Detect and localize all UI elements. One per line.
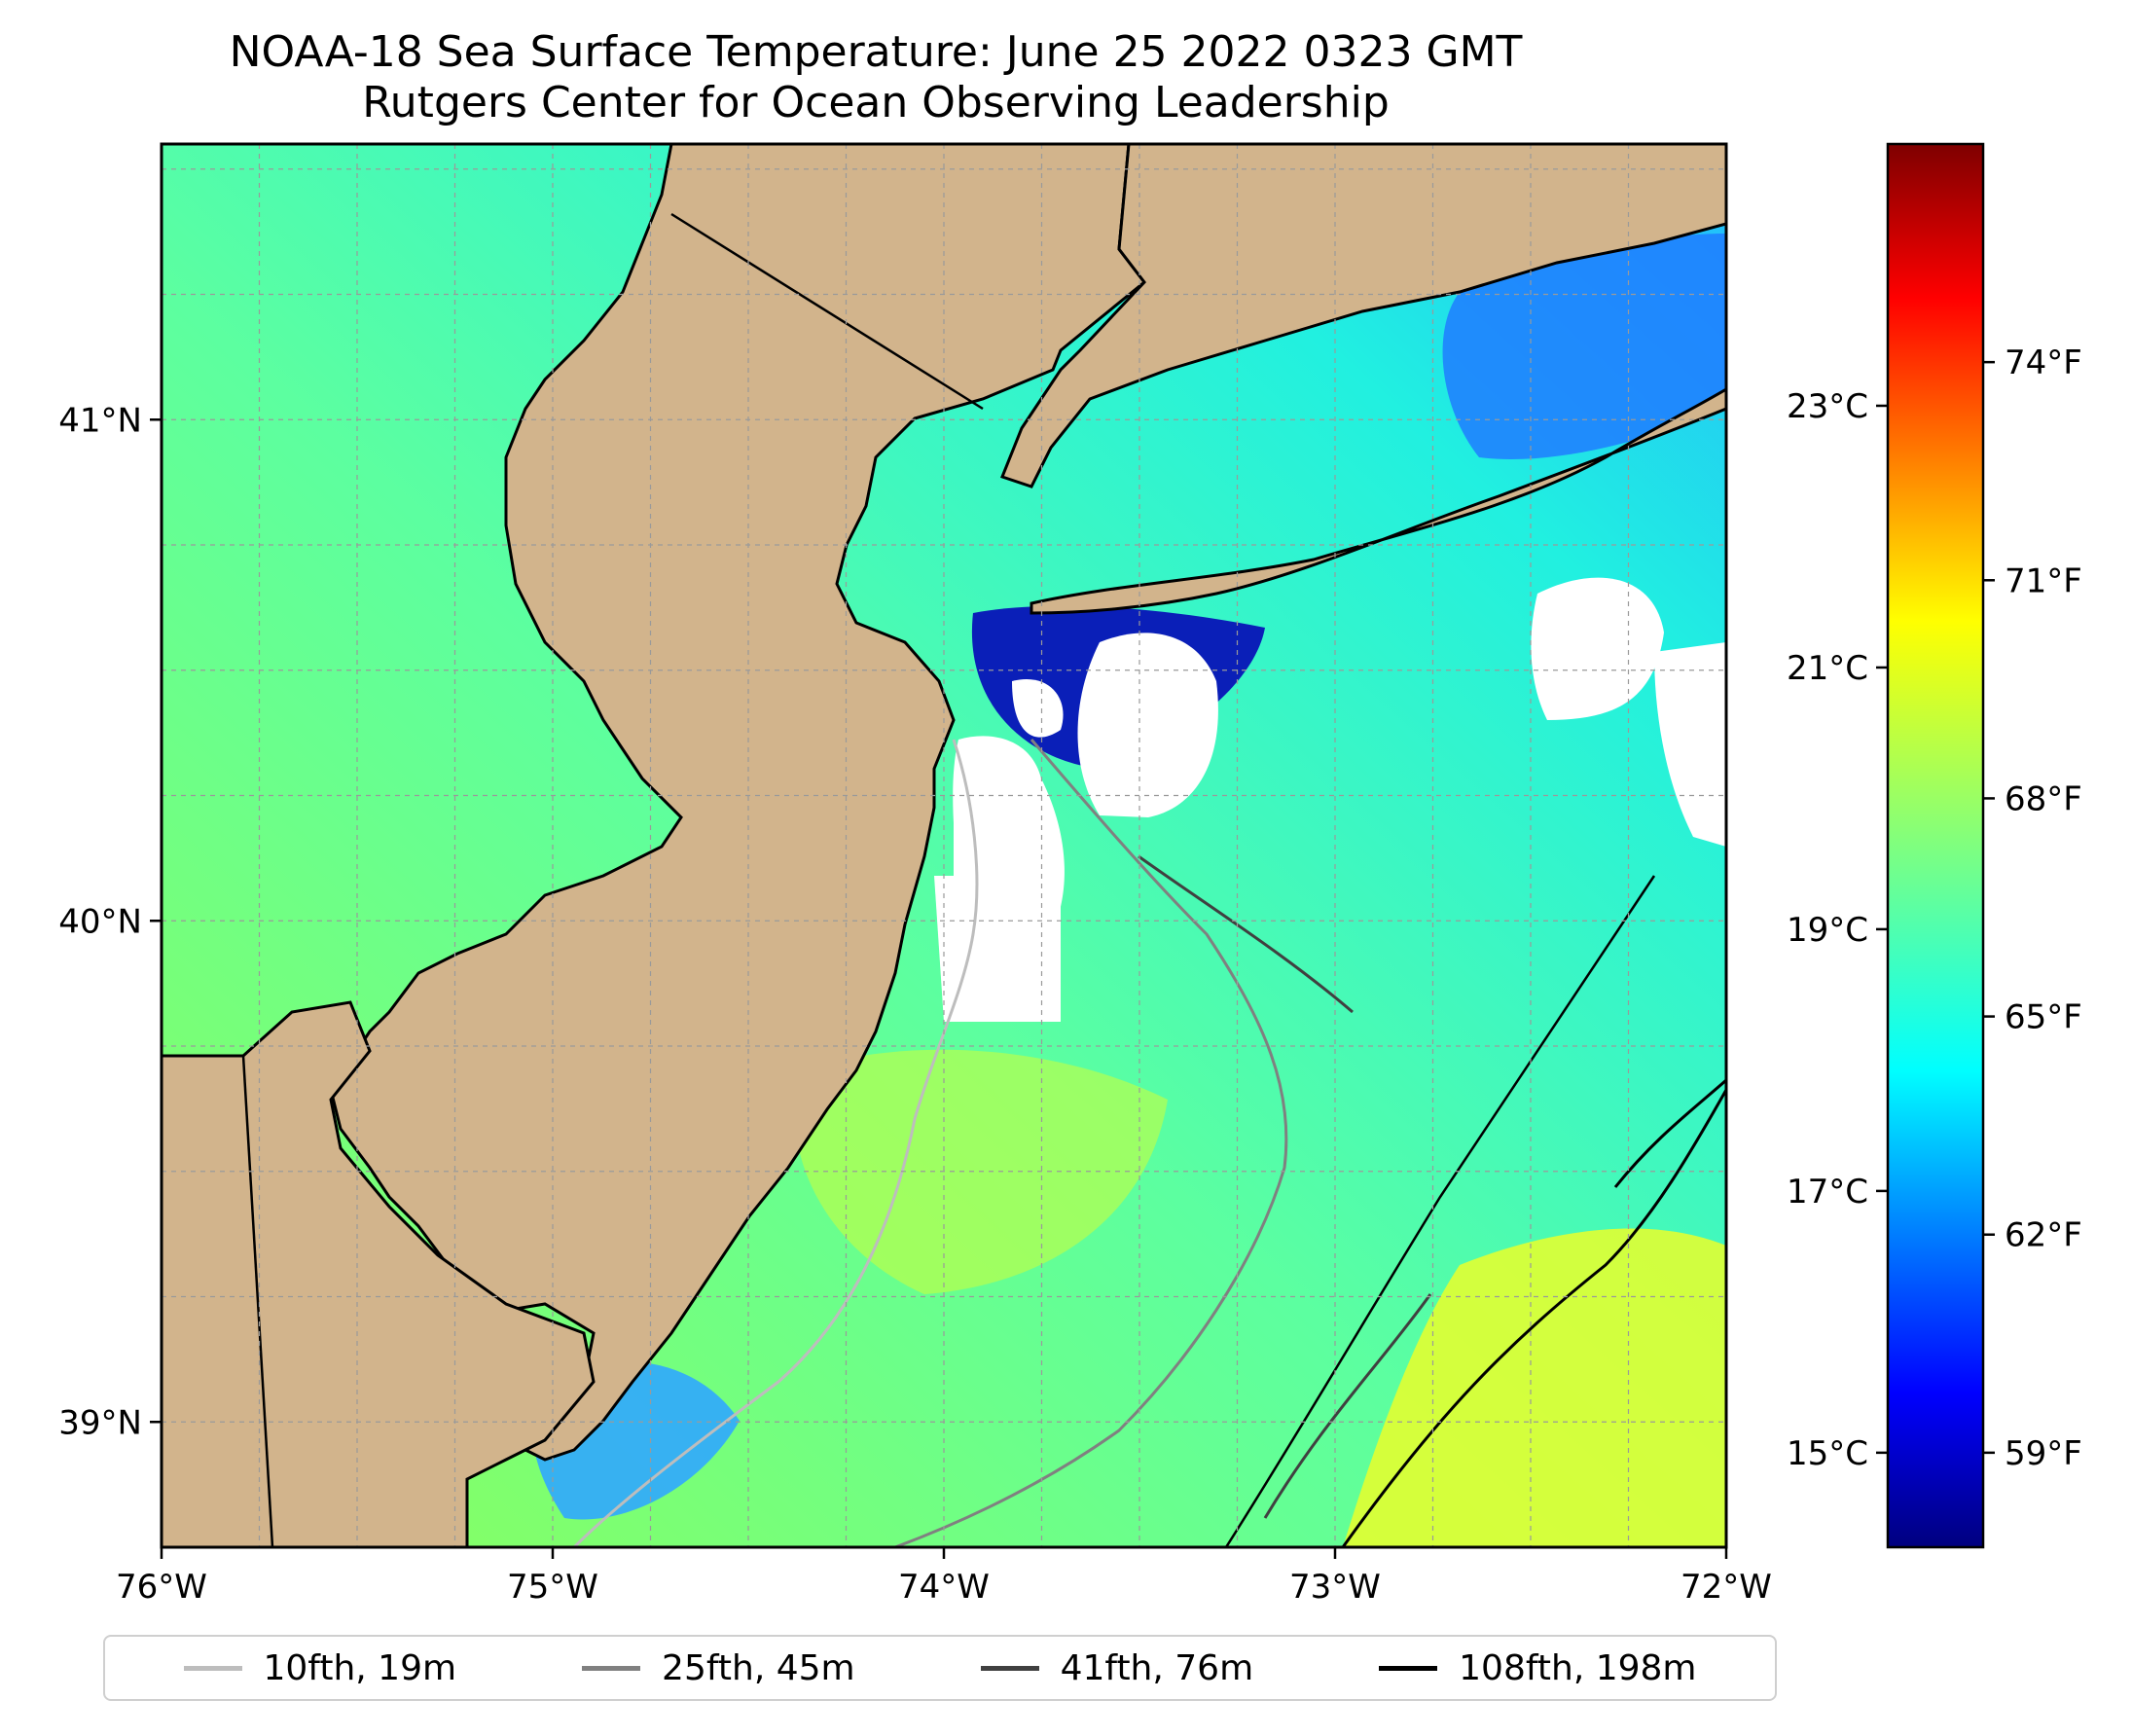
celsius-tick-label: 21°C [1787, 649, 1868, 688]
no-data-region [934, 876, 1061, 1022]
celsius-tick-label: 15°C [1787, 1434, 1868, 1473]
legend-label: 108fth, 198m [1459, 1647, 1697, 1688]
legend-line-swatch [183, 1665, 242, 1671]
legend-line-swatch [980, 1665, 1039, 1671]
contour-25fth [894, 739, 1288, 1547]
fahrenheit-tick-label: 65°F [2005, 998, 2082, 1037]
lon-tick-label: 76°W [116, 1568, 207, 1607]
state-boundary [241, 1055, 274, 1547]
fahrenheit-tick-label: 71°F [2005, 561, 2082, 600]
land-delmarva [162, 1000, 596, 1547]
colorbar-celsius-axis: 23°C 21°C 19°C 17°C 15°C [1787, 387, 1888, 1473]
celsius-tick-label: 23°C [1787, 387, 1868, 426]
contour-41fth [1138, 854, 1432, 1519]
contour-108fth [1341, 1078, 1726, 1547]
legend-label: 25fth, 45m [662, 1647, 855, 1688]
legend-entry: 108fth, 198m [1379, 1647, 1697, 1688]
fahrenheit-tick-label: 68°F [2005, 779, 2082, 818]
lon-tick-label: 74°W [898, 1568, 990, 1607]
colorbar [1886, 142, 1985, 1549]
lon-tick-label: 75°W [507, 1568, 598, 1607]
no-data-region [1531, 577, 1664, 720]
legend-label: 10fth, 19m [263, 1647, 457, 1688]
lon-tick-label: 72°W [1680, 1568, 1772, 1607]
warm-water-patch [794, 1049, 1168, 1294]
lon-tick-label: 73°W [1289, 1568, 1381, 1607]
land-connecticut [1000, 144, 1726, 488]
cool-water-patch [1442, 234, 1726, 459]
contour-legend: 10fth, 19m 25fth, 45m 41fth, 76m 108fth, 19… [103, 1635, 1777, 1701]
warm-water-patch [1343, 1228, 1726, 1547]
contour-108fth [1224, 875, 1656, 1547]
legend-entry: 25fth, 45m [582, 1648, 855, 1688]
celsius-tick-label: 17°C [1787, 1173, 1868, 1212]
colorbar-fahrenheit-axis: 74°F 71°F 68°F 65°F 62°F 59°F [1983, 344, 2082, 1473]
map-title: NOAA-18 Sea Surface Temperature: June 25… [229, 27, 1523, 77]
fahrenheit-tick-label: 74°F [2005, 344, 2082, 382]
legend-entry: 41fth, 76m [980, 1647, 1254, 1688]
state-boundary [670, 144, 1131, 411]
fahrenheit-tick-label: 59°F [2005, 1434, 2082, 1473]
map-canvas [162, 144, 1726, 1547]
legend-line-swatch [1379, 1665, 1438, 1671]
contour-10fth [572, 739, 979, 1547]
lat-tick-label: 39°N [58, 1403, 142, 1442]
fahrenheit-tick-label: 62°F [2005, 1216, 2082, 1255]
no-data-region [1012, 679, 1064, 738]
legend-entry: 10fth, 19m [183, 1647, 457, 1688]
land-long-island [1030, 387, 1726, 615]
lat-tick-label: 40°N [58, 902, 142, 941]
lat-tick-label: 41°N [58, 401, 142, 440]
legend-line-swatch [582, 1665, 641, 1671]
map-subtitle: Rutgers Center for Ocean Observing Leade… [362, 78, 1390, 127]
no-data-region [1654, 642, 1726, 847]
celsius-tick-label: 19°C [1787, 911, 1868, 950]
latitude-axis: 41°N 40°N 39°N [58, 401, 162, 1442]
longitude-axis: 76°W 75°W 74°W 73°W 72°W [116, 1547, 1772, 1607]
legend-label: 41fth, 76m [1060, 1647, 1254, 1688]
no-data-region [1077, 633, 1218, 817]
